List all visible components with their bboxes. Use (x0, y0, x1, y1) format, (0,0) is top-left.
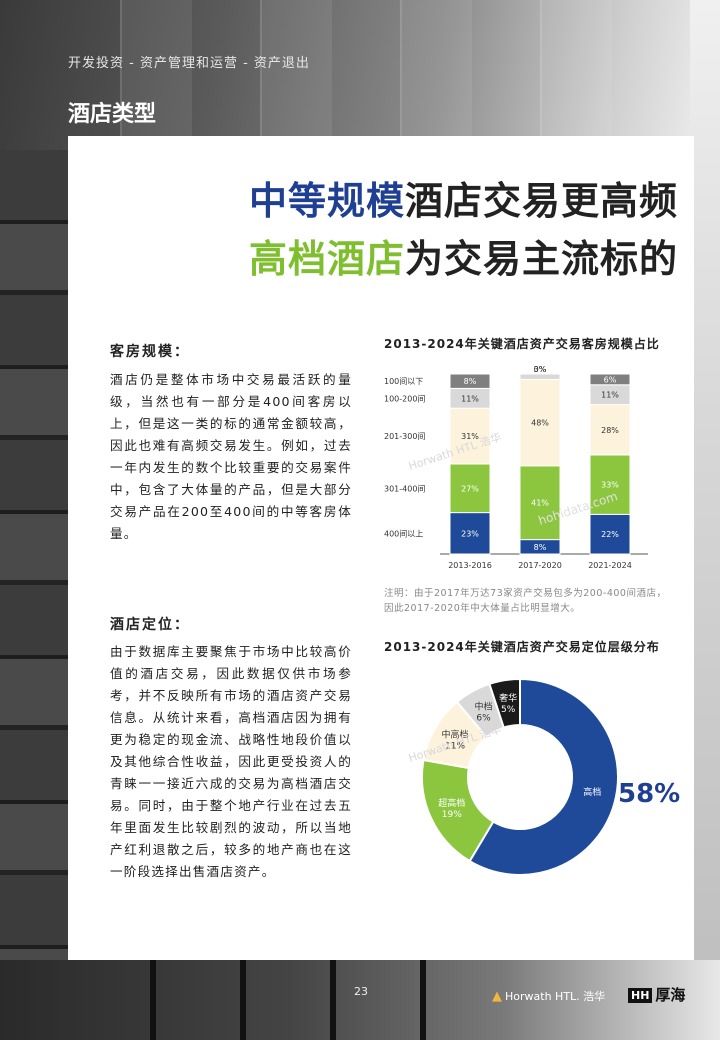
bar-segment (589, 454, 631, 515)
bar-chart-title: 2013-2024年关键酒店资产交易客房规模占比 (384, 337, 660, 351)
bar-data-label: 11% (461, 394, 479, 403)
bar-data-label: 8% (534, 543, 547, 552)
horwath-logo-text: Horwath HTL. 浩华 (505, 990, 606, 1003)
donut-slice-name: 中高档 (442, 729, 469, 741)
donut-slice (468, 677, 619, 876)
donut-slice-name: 超高档 (438, 797, 465, 809)
donut-slice-label: 11% (445, 742, 465, 752)
houhai-mark-icon: HH (628, 988, 653, 1003)
bar-series-label: 201-300间 (384, 432, 425, 441)
donut-slice-name: 中档 (475, 700, 493, 712)
bar-chart-note: 注明：由于2017年万达73家资产交易包多为200-400间酒店，因此2017-… (384, 588, 667, 614)
bar-segment (519, 378, 561, 467)
page-number: 23 (354, 985, 368, 998)
headline-highlight-1: 中等规模 (248, 178, 405, 223)
bar-data-label: 6% (604, 375, 617, 384)
breadcrumb: 开发投资 - 资产管理和运营 - 资产退出 (68, 56, 310, 71)
donut-slice (488, 677, 521, 729)
background-bottom (0, 960, 720, 1040)
bar-data-label: 22% (601, 530, 619, 539)
headline-rest-1: 酒店交易更高频 (404, 178, 678, 223)
positioning-heading: 酒店定位： (110, 617, 190, 633)
bar-segment (589, 513, 631, 555)
houhai-logo-text: 厚海 (655, 986, 686, 1004)
bar-series-label: 100-200间 (384, 394, 425, 403)
bar-data-label: 33% (601, 481, 619, 490)
bar-segment (519, 373, 561, 380)
donut-slice-label: 5% (501, 705, 516, 715)
background-right (690, 0, 720, 1040)
bar-data-label: 28% (601, 426, 619, 435)
headline-rest-2: 为交易主流标的 (404, 236, 678, 281)
houhai-logo: HH 厚海 (628, 984, 685, 1005)
bar-data-label: 41% (531, 499, 549, 508)
bar-data-label: 0% (534, 365, 547, 374)
bar-series-label: 301-400间 (384, 484, 425, 493)
bar-segment (519, 465, 561, 541)
donut-slice-name: 奢华 (499, 692, 517, 704)
section-title: 酒店类型 (68, 101, 157, 127)
donut-callout: 58% (618, 779, 680, 809)
donut-chart-title: 2013-2024年关键酒店资产交易定位层级分布 (384, 640, 660, 654)
bar-data-label: 31% (461, 432, 479, 441)
bar-segment (449, 463, 491, 514)
bar-data-label: 23% (461, 529, 479, 538)
horwath-mark-icon: ▲ (492, 989, 502, 1004)
bar-data-label: 48% (531, 419, 549, 428)
bar-data-label: 3% (534, 365, 547, 374)
bar-category-label: 2021-2024 (588, 561, 632, 570)
bar-chart: 23% 27% 31% 11% 8% 2013-2016 8% 41% 48% 3%0% 2017-… (384, 365, 648, 570)
rooms-heading: 客房规模： (110, 344, 190, 360)
bar-segment (449, 373, 491, 389)
bar-data-label: 8% (464, 377, 477, 386)
positioning-body: 由于数据库主要聚焦于市场中比较高价值的酒店交易，因此数据仅供市场参考，并不反映所… (110, 644, 352, 879)
headline-highlight-2: 高档酒店 (248, 236, 405, 281)
background-top (0, 0, 720, 150)
bar-series-label: 100间以下 (384, 377, 423, 386)
donut-slice-name: 高档 (583, 786, 601, 798)
headline-line-1: 中等规模酒店交易更高频 (249, 170, 678, 225)
horwath-logo: ▲ Horwath HTL. 浩华 (492, 988, 605, 1004)
bar-series-label: 400间以上 (384, 529, 423, 538)
background-left (0, 150, 68, 960)
headline-line-2: 高档酒店为交易主流标的 (249, 228, 678, 283)
bar-segment (589, 373, 631, 386)
bar-data-label: 11% (601, 391, 619, 400)
bar-data-label: 27% (461, 484, 479, 493)
donut-slice-label: 6% (476, 713, 491, 723)
rooms-body: 酒店仍是整体市场中交易最活跃的量级，当然也有一部分是400间客房以上，但是这一类… (110, 372, 352, 541)
bar-category-label: 2013-2016 (448, 561, 492, 570)
bar-category-label: 2017-2020 (518, 561, 562, 570)
donut-slice-label: 19% (442, 810, 462, 820)
